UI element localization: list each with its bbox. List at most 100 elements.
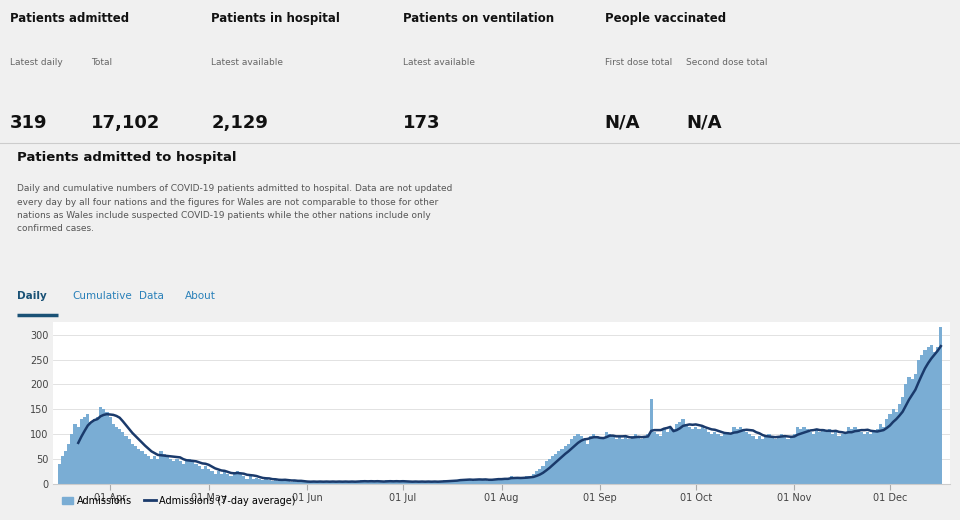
Bar <box>423 482 427 484</box>
Bar <box>252 478 255 484</box>
Bar <box>493 478 497 484</box>
Bar <box>474 479 478 484</box>
Bar <box>102 409 106 484</box>
Bar <box>125 436 128 484</box>
Bar <box>176 459 179 484</box>
Text: Cumulative: Cumulative <box>72 291 132 301</box>
Bar <box>551 457 554 484</box>
Bar <box>491 479 493 484</box>
Bar <box>382 481 385 484</box>
Bar <box>372 482 376 484</box>
Bar <box>89 422 92 484</box>
Bar <box>564 446 566 484</box>
Bar <box>818 432 822 484</box>
Bar <box>188 459 191 484</box>
Bar <box>302 482 306 484</box>
Bar <box>140 451 143 484</box>
Bar <box>863 434 866 484</box>
Bar <box>726 432 730 484</box>
Bar <box>614 439 618 484</box>
Bar <box>376 481 379 484</box>
Bar <box>716 434 720 484</box>
Bar <box>309 482 312 484</box>
Bar <box>834 432 837 484</box>
Bar <box>319 481 322 484</box>
Bar <box>404 482 408 484</box>
Bar <box>914 374 917 484</box>
Bar <box>757 436 761 484</box>
Bar <box>242 476 246 484</box>
Bar <box>561 449 564 484</box>
Bar <box>933 352 936 484</box>
Bar <box>445 481 449 484</box>
Bar <box>631 436 634 484</box>
Bar <box>554 454 558 484</box>
Bar <box>771 436 774 484</box>
Bar <box>926 347 929 484</box>
Bar <box>363 481 367 484</box>
Bar <box>213 474 217 484</box>
Bar <box>684 424 687 484</box>
Bar <box>185 461 188 484</box>
Bar <box>761 439 764 484</box>
Text: 319: 319 <box>10 113 47 132</box>
Bar <box>106 412 108 484</box>
Legend: Admissions, Admissions (7-day average): Admissions, Admissions (7-day average) <box>58 491 300 510</box>
Bar <box>96 417 99 484</box>
Bar <box>576 434 580 484</box>
Bar <box>159 451 162 484</box>
Bar <box>449 479 452 484</box>
Bar <box>844 434 847 484</box>
Bar <box>70 434 74 484</box>
Text: N/A: N/A <box>686 113 722 132</box>
Bar <box>370 481 372 484</box>
Bar <box>748 434 752 484</box>
Bar <box>111 424 115 484</box>
Bar <box>398 482 401 484</box>
Bar <box>427 481 430 484</box>
Bar <box>331 481 334 484</box>
Text: 2,129: 2,129 <box>211 113 268 132</box>
Bar <box>723 434 726 484</box>
Bar <box>621 439 624 484</box>
Bar <box>895 412 898 484</box>
Bar <box>232 474 236 484</box>
Bar <box>701 426 704 484</box>
Bar <box>229 476 232 484</box>
Bar <box>580 436 583 484</box>
Bar <box>869 434 873 484</box>
Bar <box>612 436 614 484</box>
Bar <box>646 434 650 484</box>
Bar <box>583 439 586 484</box>
Bar <box>929 345 933 484</box>
Bar <box>488 481 491 484</box>
Bar <box>800 429 803 484</box>
Bar <box>418 482 420 484</box>
Bar <box>191 461 195 484</box>
Bar <box>236 471 239 484</box>
Bar <box>198 466 201 484</box>
Bar <box>172 461 176 484</box>
Bar <box>166 457 169 484</box>
Text: People vaccinated: People vaccinated <box>605 11 726 24</box>
Bar <box>500 478 503 484</box>
Bar <box>80 419 83 484</box>
Bar <box>634 434 636 484</box>
Bar <box>348 482 350 484</box>
Bar <box>465 478 468 484</box>
Bar <box>220 474 223 484</box>
Bar <box>287 481 290 484</box>
Bar <box>532 474 535 484</box>
Bar <box>201 469 204 484</box>
Bar <box>828 429 831 484</box>
Bar <box>892 409 895 484</box>
Bar <box>334 482 338 484</box>
Bar <box>121 432 125 484</box>
Bar <box>246 478 249 484</box>
Text: About: About <box>185 291 216 301</box>
Bar <box>602 438 605 484</box>
Bar <box>901 397 904 484</box>
Bar <box>77 426 80 484</box>
Bar <box>885 419 888 484</box>
Bar <box>755 439 757 484</box>
